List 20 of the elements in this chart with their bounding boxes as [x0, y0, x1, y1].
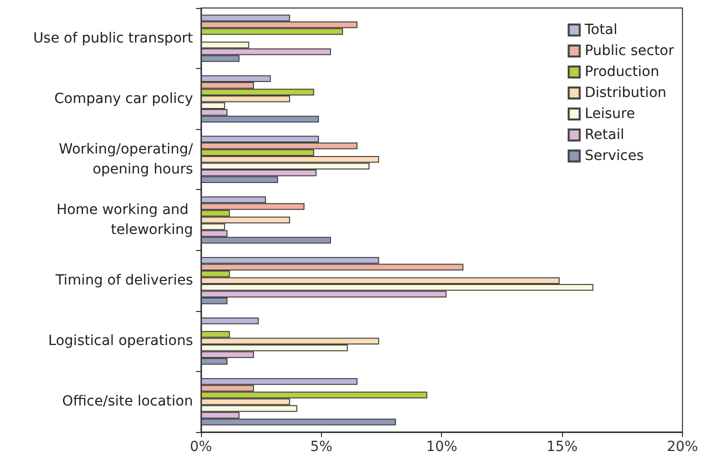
y-tick-label: Home working and teleworking: [56, 202, 193, 238]
legend-label: Public sector: [584, 43, 674, 59]
x-tick-label: 5%: [310, 439, 332, 455]
legend-label: Total: [584, 22, 618, 38]
y-tick-label: Timing of deliveries: [54, 272, 193, 289]
legend-label: Retail: [584, 127, 624, 143]
x-tick-label: 10%: [426, 439, 458, 455]
x-tick-label: 20%: [666, 439, 698, 455]
x-tick-label: 15%: [546, 439, 578, 455]
x-tick-label: 0%: [190, 439, 212, 455]
legend-label: Production: [584, 64, 660, 80]
legend-label: Services: [584, 148, 644, 164]
legend-label: Leisure: [584, 106, 635, 122]
y-tick-label: Working/operating/opening hours: [58, 141, 194, 178]
y-tick-label: Use of public transport: [33, 30, 194, 46]
y-tick-label: Company car policy: [54, 90, 193, 107]
legend-label: Distribution: [584, 85, 666, 101]
y-tick-label: Office/site location: [62, 394, 193, 410]
bar: [201, 318, 259, 324]
y-tick-label: Logistical operations: [48, 333, 193, 350]
